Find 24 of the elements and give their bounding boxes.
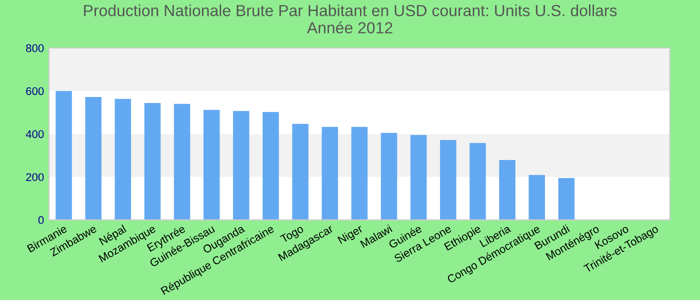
chart-title: Production Nationale Brute Par Habitant en USD courant: Units U.S. dollars Année 2012: [84, 4, 617, 34]
bar: [470, 142, 486, 220]
y-tick-label: 800: [26, 44, 44, 52]
bar: [322, 126, 338, 220]
bar: [292, 124, 308, 220]
bar: [262, 112, 279, 220]
y-tick-label: 400: [26, 130, 44, 138]
bar: [558, 178, 575, 220]
bar: [174, 104, 190, 220]
bar: [56, 90, 72, 220]
y-tick-label: 600: [26, 87, 44, 96]
bar: [114, 98, 132, 220]
bar: [380, 132, 398, 220]
y-tick-label: 200: [26, 173, 44, 182]
bar: [528, 174, 545, 220]
bar: [440, 140, 456, 220]
bar: [85, 96, 102, 220]
bar: [351, 126, 368, 220]
bar: [203, 110, 220, 220]
bar: [499, 160, 516, 220]
bar: [410, 135, 427, 220]
y-tick-label: 0: [38, 216, 44, 224]
bar: [233, 110, 250, 220]
bar: [144, 103, 161, 220]
